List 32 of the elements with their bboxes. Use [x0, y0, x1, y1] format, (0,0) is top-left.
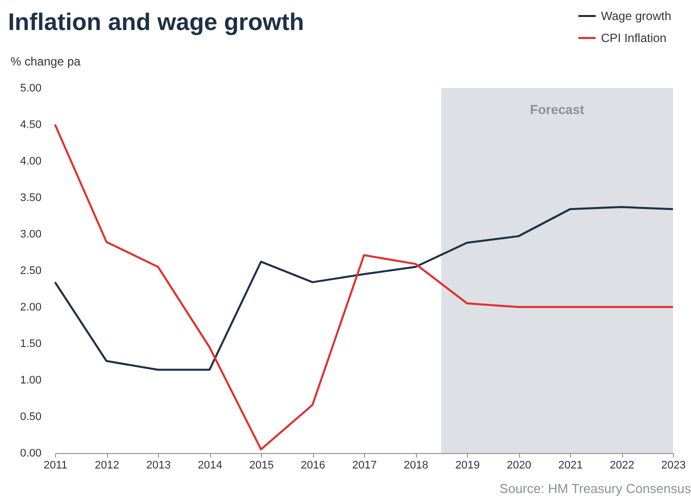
x-tick-label: 2021 [558, 460, 583, 472]
x-tick-label: 2020 [506, 460, 532, 472]
y-tick-label: 1.00 [20, 374, 42, 386]
chart-title: Inflation and wage growth [8, 9, 304, 36]
y-tick-label: 5.00 [20, 82, 42, 94]
y-axis-title: % change pa [10, 54, 81, 68]
y-tick-label: 0.50 [20, 411, 42, 423]
y-tick-label: 4.00 [20, 156, 42, 168]
x-tick-label: 2017 [352, 460, 377, 472]
y-tick-label: 2.00 [20, 302, 42, 314]
source-note: Source: HM Treasury Consensus [500, 481, 691, 496]
x-tick-label: 2022 [610, 460, 634, 472]
x-tick-label: 2013 [146, 460, 171, 472]
band-label: Forecast [530, 102, 585, 117]
x-tick-label: 2012 [94, 460, 120, 472]
x-tick-label: 2014 [198, 460, 222, 472]
legend-label: Wage growth [601, 9, 672, 23]
y-tick-label: 0.00 [20, 448, 42, 460]
legend-label: CPI Inflation [601, 31, 666, 45]
x-tick-label: 2018 [404, 460, 428, 472]
line-series [54, 124, 674, 450]
x-tick-label: 2023 [661, 460, 686, 472]
x-tick-label: 2016 [300, 460, 326, 472]
y-tick-label: 4.50 [20, 119, 42, 131]
line-series [54, 206, 674, 371]
x-tick-label: 2015 [249, 460, 274, 472]
y-tick-label: 2.50 [20, 265, 42, 277]
x-tick-label: 2011 [44, 460, 68, 472]
y-tick-label: 3.50 [20, 192, 42, 204]
y-tick-label: 1.50 [20, 338, 42, 350]
x-tick-label: 2019 [455, 460, 480, 472]
y-tick-label: 3.00 [20, 228, 42, 240]
